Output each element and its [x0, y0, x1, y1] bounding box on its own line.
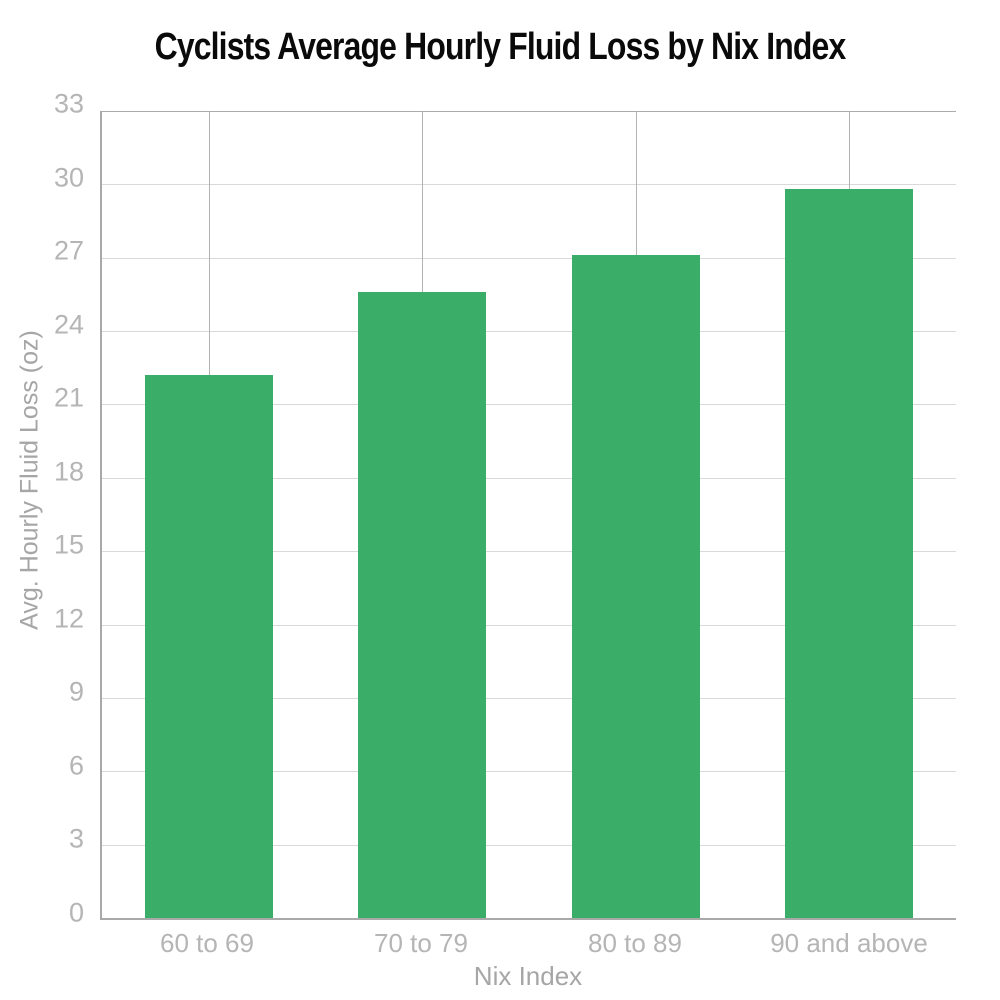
h-gridline — [102, 844, 956, 846]
y-tick-label: 27 — [53, 235, 84, 266]
x-tick-label: 70 to 79 — [374, 928, 468, 958]
h-gridline — [102, 551, 956, 553]
y-tick-label: 12 — [53, 603, 84, 634]
x-axis-title: Nix Index — [473, 961, 583, 991]
bar-cell — [316, 111, 530, 918]
bar — [358, 291, 487, 918]
x-axis-tick-labels: 60 to 69 70 to 79 80 to 89 90 and above — [100, 930, 956, 956]
h-gridline — [102, 697, 956, 699]
y-tick-label: 3 — [68, 823, 84, 854]
x-tick-label: 90 and above — [770, 928, 928, 958]
h-gridline — [102, 771, 956, 773]
h-gridline — [102, 477, 956, 479]
y-tick-label: 9 — [68, 676, 84, 707]
bar — [144, 375, 273, 918]
bar-cell — [529, 111, 743, 918]
h-gridline — [102, 331, 956, 333]
y-tick-label: 0 — [68, 897, 84, 928]
x-tick-label: 60 to 69 — [160, 928, 254, 958]
h-gridline — [102, 111, 956, 112]
bar — [785, 189, 914, 918]
y-tick-label: 6 — [68, 750, 84, 781]
y-tick-label: 21 — [53, 382, 84, 413]
plot-area — [100, 111, 956, 920]
bar-cell — [102, 111, 316, 918]
y-tick-label: 30 — [53, 162, 84, 193]
chart-title: Cyclists Average Hourly Fluid Loss by Ni… — [154, 26, 847, 68]
y-tick-label: 24 — [53, 309, 84, 340]
h-gridline — [102, 624, 956, 626]
x-tick-label: 80 to 89 — [588, 928, 682, 958]
bar-cell — [743, 111, 957, 918]
y-tick-label: 18 — [53, 456, 84, 487]
bars-layer — [102, 111, 956, 918]
h-gridline — [102, 184, 956, 186]
h-gridline — [102, 404, 956, 406]
h-gridline — [102, 257, 956, 259]
y-tick-label: 33 — [53, 88, 84, 119]
y-axis-tick-labels: 0 3 6 9 12 15 18 21 24 27 30 33 — [0, 90, 84, 926]
y-tick-label: 15 — [53, 529, 84, 560]
bar — [571, 255, 700, 918]
